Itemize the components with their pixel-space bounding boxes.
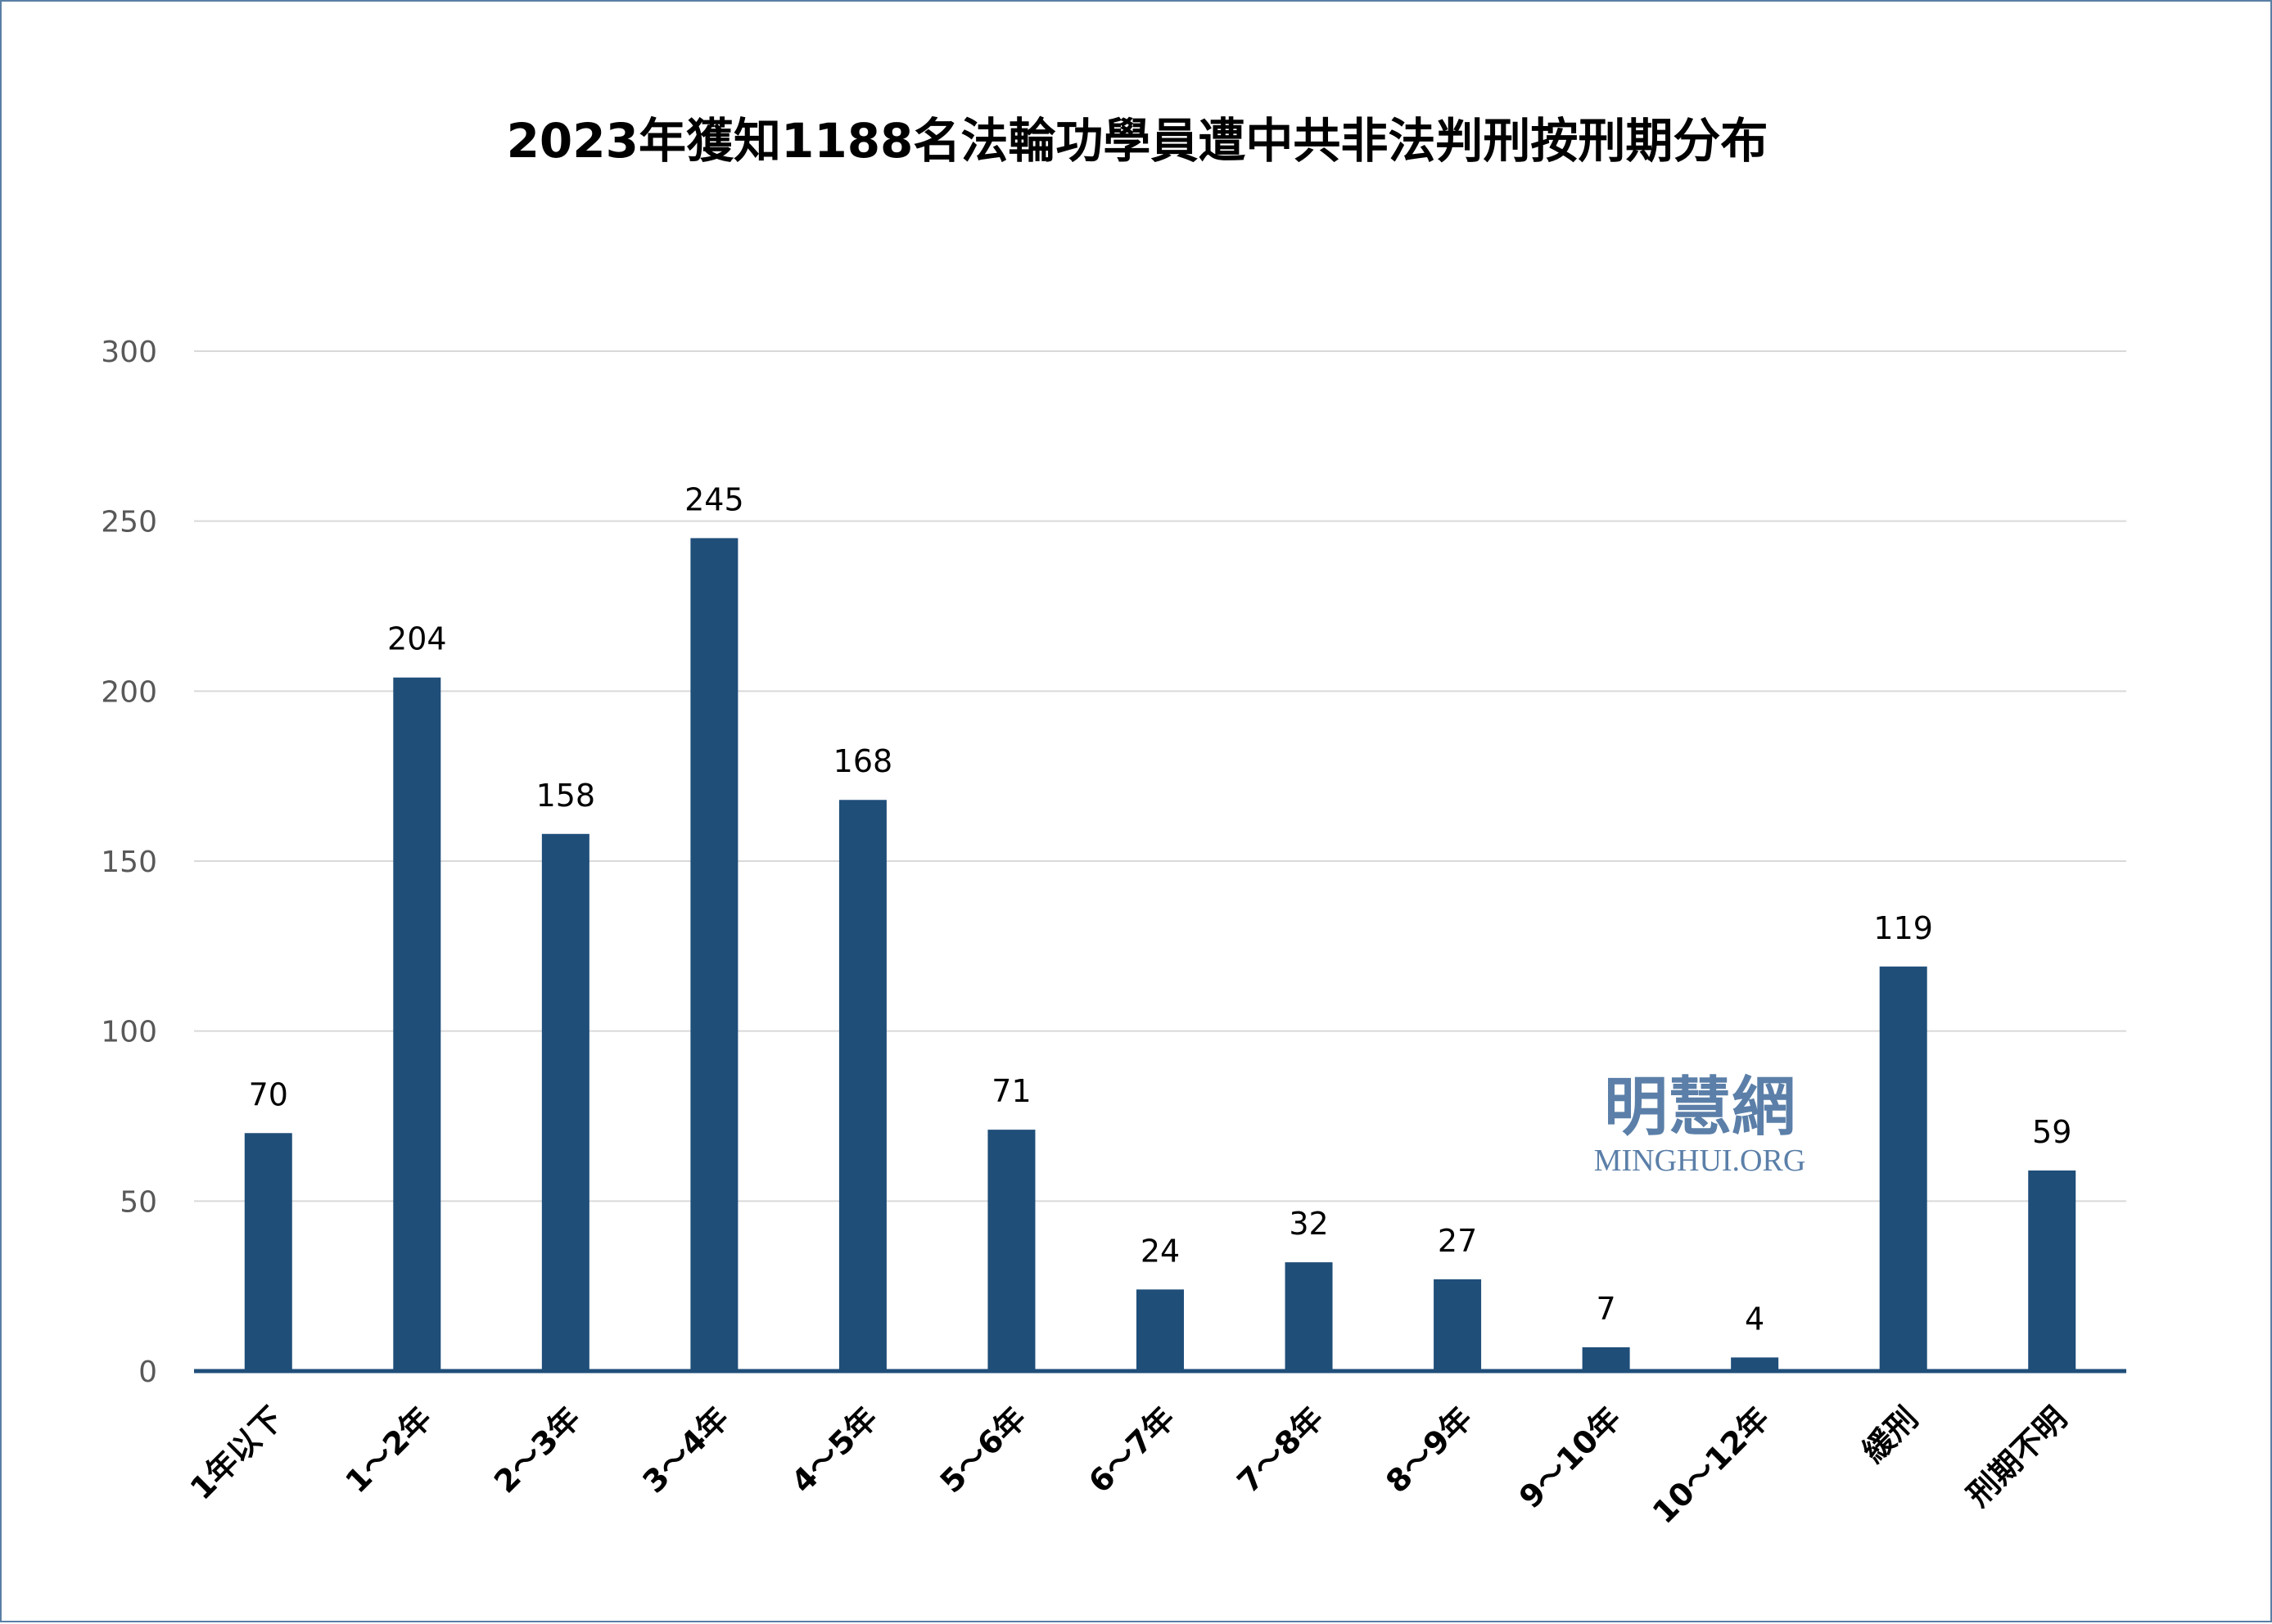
y-tick-label: 150 — [101, 846, 157, 879]
bar — [838, 800, 887, 1371]
data-label: 24 — [1141, 1233, 1180, 1269]
bar — [541, 833, 589, 1371]
bar — [1136, 1289, 1184, 1371]
x-tick-label: 7～8年 — [1231, 1400, 1330, 1500]
y-tick-label: 0 — [138, 1356, 157, 1389]
data-label: 168 — [833, 743, 893, 779]
bar — [1731, 1357, 1779, 1371]
data-label: 32 — [1289, 1206, 1328, 1242]
gridlines — [194, 350, 2126, 1202]
bar — [1879, 966, 1927, 1371]
bar — [1285, 1262, 1333, 1371]
y-tick-label: 300 — [101, 336, 157, 369]
data-label: 7 — [1597, 1291, 1616, 1327]
y-tick-label: 200 — [101, 675, 157, 709]
watermark-latin: MINGHUI.ORG — [1594, 1144, 1806, 1178]
x-tick-label: 刑期不明 — [1960, 1400, 2074, 1513]
data-labels: 70 204 158 245 168 71 24 32 27 7 4 119 59 — [249, 481, 2072, 1337]
bar — [393, 677, 441, 1371]
y-tick-label: 50 — [120, 1185, 157, 1219]
x-tick-label: 10～12年 — [1646, 1400, 1777, 1531]
data-label: 4 — [1745, 1301, 1764, 1337]
y-axis: 0 50 100 150 200 250 300 — [101, 336, 157, 1389]
bar — [1582, 1347, 1630, 1371]
x-tick-label: 9～10年 — [1512, 1400, 1628, 1515]
x-tick-label: 5～6年 — [933, 1400, 1033, 1500]
data-label: 245 — [684, 481, 744, 517]
bar — [1434, 1279, 1482, 1371]
y-tick-label: 250 — [101, 506, 157, 539]
data-label: 158 — [536, 778, 596, 814]
watermark: 明慧網 MINGHUI.ORG — [1594, 1070, 1806, 1178]
watermark-chinese: 明慧網 — [1604, 1070, 1795, 1144]
x-tick-label: 1年以下 — [183, 1400, 290, 1506]
x-tick-label: 6～7年 — [1082, 1400, 1181, 1500]
chart-title: 2023年獲知1188名法輪功學員遭中共非法判刑按刑期分布 — [507, 113, 1768, 169]
bar — [2028, 1170, 2076, 1371]
x-tick-label: 4～5年 — [784, 1400, 884, 1500]
x-tick-label: 8～9年 — [1379, 1400, 1479, 1500]
x-tick-label: 2～3年 — [487, 1400, 587, 1500]
y-tick-label: 100 — [101, 1016, 157, 1049]
data-label: 71 — [991, 1073, 1031, 1109]
bar — [690, 538, 739, 1371]
bar — [987, 1130, 1036, 1371]
bars — [244, 538, 2076, 1371]
data-label: 70 — [249, 1076, 288, 1112]
x-tick-label: 緩刑 — [1855, 1400, 1925, 1469]
x-axis: 1年以下 1～2年 2～3年 3～4年 4～5年 5～6年 6～7年 7～8年 8～9年 9～10… — [183, 1369, 2126, 1531]
x-tick-label: 3～4年 — [635, 1400, 735, 1500]
x-tick-label: 1～2年 — [338, 1400, 438, 1500]
data-label: 27 — [1438, 1223, 1477, 1259]
bar — [244, 1133, 292, 1371]
data-label: 119 — [1873, 910, 1933, 946]
data-label: 204 — [387, 621, 447, 657]
data-label: 59 — [2032, 1114, 2071, 1150]
